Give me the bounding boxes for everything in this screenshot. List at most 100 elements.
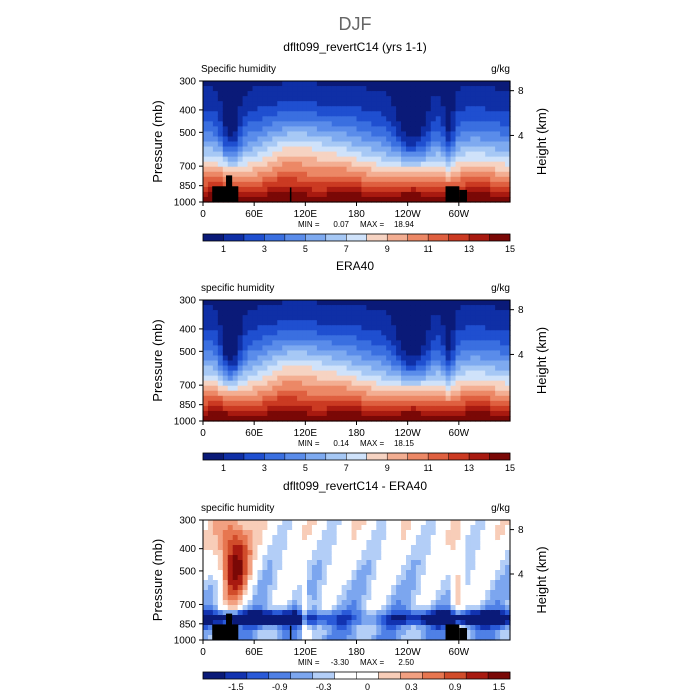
heatmap-cell (217, 525, 224, 531)
heatmap-cell (227, 81, 234, 87)
heatmap-cell (406, 176, 412, 183)
heatmap-cell (232, 171, 239, 178)
heatmap-cell (272, 350, 278, 357)
heatmap-cell (465, 535, 471, 541)
heatmap-cell (306, 151, 313, 158)
heatmap-cell (237, 300, 244, 306)
heatmap-cell (455, 520, 462, 526)
heatmap-cell (346, 136, 353, 143)
heatmap-cell (505, 580, 511, 586)
heatmap-cell (415, 390, 422, 397)
heatmap-cell (445, 535, 452, 541)
heatmap-cell (396, 300, 402, 306)
heatmap-cell (356, 635, 363, 641)
heatmap-cell (460, 330, 467, 336)
heatmap-cell (277, 390, 283, 397)
heatmap-cell (505, 570, 511, 576)
heatmap-cell (222, 405, 229, 412)
heatmap-cell (465, 545, 471, 551)
heatmap-cell (242, 146, 249, 153)
heatmap-cell (217, 166, 224, 173)
heatmap-cell (356, 111, 363, 117)
heatmap-cell (306, 560, 313, 566)
heatmap-cell (470, 595, 476, 601)
heatmap-cell (321, 575, 328, 581)
heatmap-cell (203, 370, 209, 377)
heatmap-cell (410, 630, 417, 636)
heatmap-cell (371, 595, 377, 601)
heatmap-cell (252, 385, 259, 392)
heatmap-cell (222, 390, 229, 397)
heatmap-cell (485, 360, 491, 367)
heatmap-cell (222, 550, 229, 556)
heatmap-cell (311, 355, 318, 362)
heatmap-cell (306, 525, 313, 531)
heatmap-cell (475, 300, 481, 306)
heatmap-cell (430, 176, 437, 183)
heatmap-cell (212, 101, 219, 107)
heatmap-cell (406, 126, 412, 133)
heatmap-cell (470, 575, 476, 581)
x-tick-label: 0 (200, 428, 206, 439)
heatmap-cell (252, 400, 259, 407)
heatmap-cell (495, 176, 501, 183)
stat-max-label: MAX = (360, 658, 385, 667)
heatmap-cell (500, 560, 506, 566)
heatmap-cell (366, 395, 372, 402)
heatmap-cell (336, 315, 343, 321)
heatmap-cell (207, 620, 214, 626)
heatmap-cell (396, 96, 402, 102)
heatmap-cell (237, 86, 244, 92)
heatmap-cell (465, 320, 471, 326)
heatmap-cell (232, 580, 239, 586)
heatmap-cell (356, 550, 363, 556)
heatmap-cell (356, 565, 363, 571)
heatmap-cell (500, 131, 506, 138)
heatmap-cell (475, 181, 481, 188)
heatmap-cell (361, 86, 367, 92)
heatmap-cell (445, 545, 452, 551)
heatmap-cell (485, 575, 491, 581)
heatmap-cell (262, 126, 268, 133)
heatmap-cell (406, 196, 412, 203)
heatmap-cell (326, 555, 333, 561)
heatmap-cell (450, 555, 457, 561)
heatmap-cell (252, 635, 259, 641)
heatmap-cell (420, 540, 427, 546)
heatmap-cell (227, 405, 234, 412)
heatmap-cell (460, 520, 467, 526)
heatmap-cell (292, 106, 298, 112)
heatmap-cell (460, 565, 467, 571)
heatmap-cell (361, 310, 367, 316)
heatmap-cell (277, 360, 283, 367)
heatmap-cell (306, 540, 313, 546)
heatmap-cell (356, 375, 363, 382)
heatmap-cell (207, 101, 214, 107)
figure-title: DJF (339, 14, 372, 34)
heatmap-cell (381, 380, 387, 387)
heatmap-cell (470, 335, 476, 341)
heatmap-cell (247, 136, 254, 143)
heatmap-cell (430, 86, 437, 92)
heatmap-cell (495, 86, 501, 92)
heatmap-cell (490, 605, 496, 611)
colorbar-swatch (489, 234, 511, 241)
heatmap-cell (371, 415, 377, 422)
heatmap-cell (440, 345, 447, 352)
heatmap-cell (401, 385, 407, 392)
heatmap-cell (321, 560, 328, 566)
heatmap-cell (217, 136, 224, 143)
heatmap-cell (232, 615, 239, 621)
heatmap-cell (480, 530, 486, 536)
heatmap-cell (237, 91, 244, 97)
heatmap-cell (435, 415, 442, 422)
heatmap-cell (346, 330, 353, 336)
heatmap-cell (445, 370, 452, 377)
heatmap-cell (316, 360, 323, 367)
heatmap-cell (267, 330, 273, 336)
heatmap-cell (455, 91, 462, 97)
heatmap-cell (396, 106, 402, 112)
heatmap-cell (257, 136, 264, 143)
colorbar: 1 3 5 7 9 11 13 15 (202, 452, 515, 473)
heatmap-cell (247, 590, 254, 596)
